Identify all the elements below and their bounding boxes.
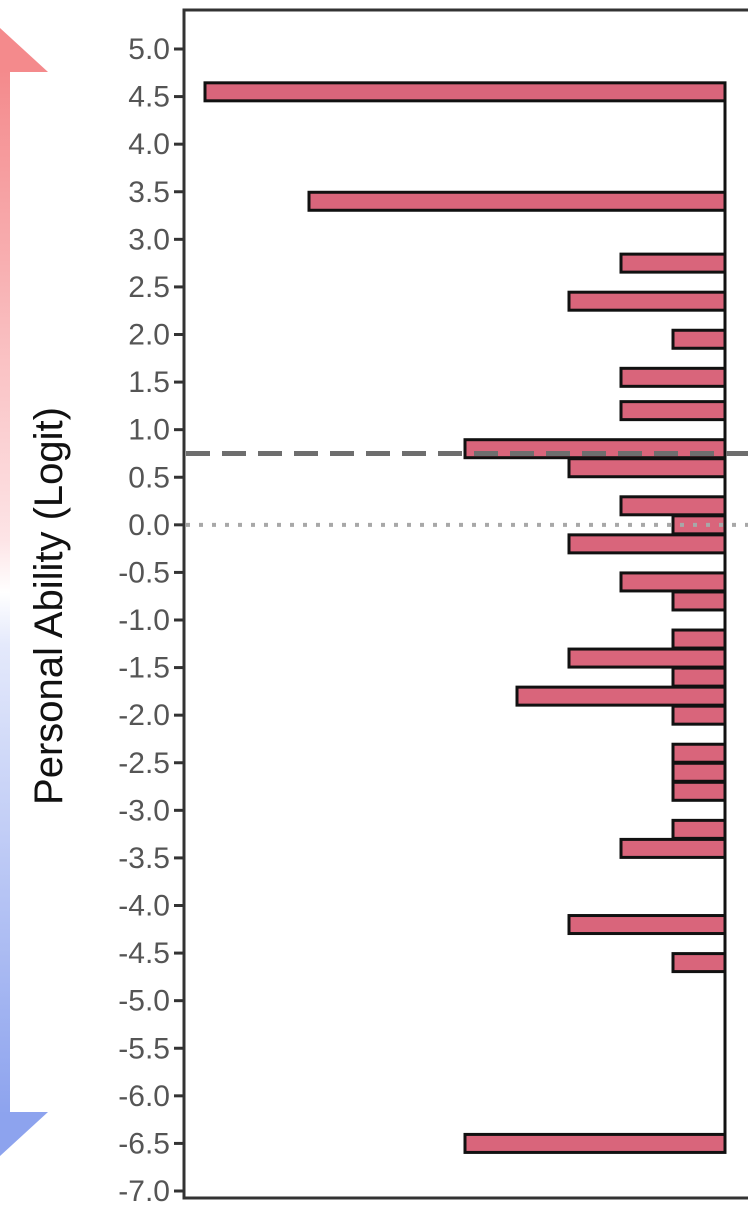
histogram-bar (619, 837, 727, 859)
plot-panel (182, 8, 748, 1200)
bars (203, 81, 727, 1154)
histogram-bar (619, 366, 727, 388)
histogram-bar (671, 590, 727, 612)
reference-lines (186, 450, 748, 527)
y-axis-title: Personal Ability (Logit) (27, 407, 71, 805)
y-tick-label: -2.0 (118, 699, 170, 732)
histogram-bar (567, 457, 727, 479)
y-tick-label: -5.0 (118, 985, 170, 1018)
y-tick-label: -4.0 (118, 890, 170, 923)
histogram-bar (307, 190, 727, 212)
y-tick-label: 4.5 (128, 81, 170, 114)
y-tick-label: 5.0 (128, 33, 170, 66)
histogram-bar (671, 328, 727, 350)
histogram-bar (567, 290, 727, 312)
histogram-bar (619, 400, 727, 422)
y-tick-label: 0.5 (128, 461, 170, 494)
ability-arrow (0, 28, 48, 1156)
y-tick-label: 3.5 (128, 176, 170, 209)
histogram-bar (463, 1132, 727, 1154)
y-tick-label: -1.0 (118, 604, 170, 637)
arrow-down-head (0, 1112, 48, 1156)
histogram-bar (619, 571, 727, 593)
histogram-bar (619, 252, 727, 274)
histogram-bar (567, 647, 727, 669)
y-tick-label: 1.0 (128, 414, 170, 447)
y-tick-label: -3.5 (118, 842, 170, 875)
y-tick-label: 2.5 (128, 271, 170, 304)
y-tick-label: -1.5 (118, 652, 170, 685)
histogram-bar (671, 628, 727, 650)
histogram-bar (671, 952, 727, 974)
y-tick-label: -3.0 (118, 794, 170, 827)
y-tick-label: -4.5 (118, 937, 170, 970)
arrow-up-head (0, 28, 48, 72)
histogram-bar (671, 818, 727, 840)
histogram-bar (515, 685, 727, 707)
y-tick-label: 3.0 (128, 223, 170, 256)
y-tick-label: -2.5 (118, 747, 170, 780)
histogram-bar (671, 780, 727, 802)
y-tick-label: -7.0 (118, 1175, 170, 1206)
arrow-shaft (0, 70, 10, 1115)
histogram-bar (671, 742, 727, 764)
y-tick-label: 2.0 (128, 319, 170, 352)
histogram-bar (567, 533, 727, 555)
histogram-bar (671, 666, 727, 688)
histogram-bar (203, 81, 727, 103)
y-tick-label: -5.5 (118, 1032, 170, 1065)
y-tick-label: 0.0 (128, 509, 170, 542)
histogram-bar (671, 704, 727, 726)
y-tick-label: 4.0 (128, 128, 170, 161)
y-tick-label: -0.5 (118, 556, 170, 589)
histogram-bar (567, 914, 727, 936)
histogram-bar (619, 495, 727, 517)
y-tick-label: -6.5 (118, 1127, 170, 1160)
y-axis-ticks: 5.0 4.5 4.0 3.5 3.0 2.5 2.0 1.5 1.0 0.5 0.0 -0.5 -1.… (118, 33, 184, 1206)
y-tick-label: -6.0 (118, 1080, 170, 1113)
y-tick-label: 1.5 (128, 366, 170, 399)
histogram-bar (671, 761, 727, 783)
